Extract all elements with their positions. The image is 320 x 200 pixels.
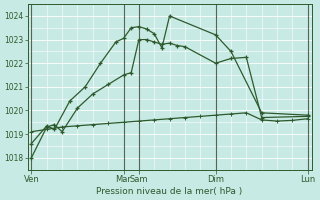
X-axis label: Pression niveau de la mer( hPa ): Pression niveau de la mer( hPa )	[96, 187, 243, 196]
